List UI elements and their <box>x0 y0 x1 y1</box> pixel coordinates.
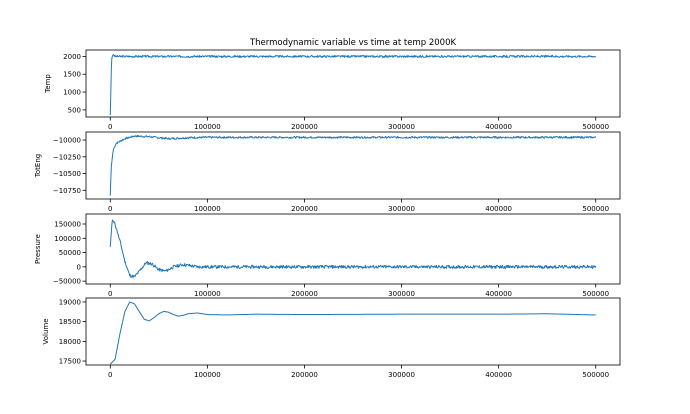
y-tick-label: −10000 <box>53 137 81 145</box>
axes-frame <box>85 213 621 285</box>
y-tick-label: 50000 <box>59 249 81 257</box>
y-axis-label: Volume <box>42 318 50 344</box>
x-tick-label: 400000 <box>485 290 512 298</box>
x-tick-label: 300000 <box>388 290 415 298</box>
panel-volume: 0 100000 200000 300000 400000 500000 17500 1800… <box>42 297 621 379</box>
y-tick-label: 500 <box>68 106 81 114</box>
y-tick-label: −50000 <box>53 278 81 286</box>
y-axis-label: Temp <box>44 74 52 94</box>
x-tick-label: 400000 <box>485 123 512 131</box>
x-tick-label: 500000 <box>582 290 609 298</box>
series-line-temp <box>109 54 597 116</box>
x-tick-label: 300000 <box>388 371 415 379</box>
x-tick-label: 200000 <box>291 371 318 379</box>
y-tick-label: 150000 <box>54 221 81 229</box>
y-tick-label: 1500 <box>63 71 81 79</box>
x-tick-label: 200000 <box>291 290 318 298</box>
x-tick-label: 0 <box>108 205 112 213</box>
x-tick-label: 0 <box>108 371 112 379</box>
x-tick-label: 500000 <box>582 205 609 213</box>
series-line-pressure <box>109 219 597 279</box>
axes-frame <box>85 297 621 366</box>
y-tick-label: −10500 <box>53 170 81 178</box>
y-tick-label: 18500 <box>59 318 81 326</box>
x-tick-label: 300000 <box>388 205 415 213</box>
y-tick-label: 100000 <box>54 235 81 243</box>
panel-pressure: 0 100000 200000 300000 400000 500000 −50000 0 50… <box>34 213 621 298</box>
y-tick-label: −10750 <box>53 187 81 195</box>
axes-frame <box>85 49 621 118</box>
x-tick-label: 500000 <box>582 123 609 131</box>
x-tick-label: 400000 <box>485 205 512 213</box>
y-tick-label: −10250 <box>53 153 81 161</box>
x-tick-label: 100000 <box>194 205 221 213</box>
x-tick-label: 0 <box>108 123 112 131</box>
y-axis-label: Pressure <box>34 234 42 264</box>
x-tick-label: 200000 <box>291 123 318 131</box>
axes-frame <box>85 131 621 200</box>
y-axis-label: TotEng <box>34 154 42 178</box>
y-tick-label: 2000 <box>63 53 81 61</box>
x-tick-label: 100000 <box>194 290 221 298</box>
x-tick-label: 300000 <box>388 123 415 131</box>
y-tick-label: 19000 <box>59 298 81 306</box>
x-tick-label: 100000 <box>194 123 221 131</box>
x-tick-label: 500000 <box>582 371 609 379</box>
y-tick-label: 1000 <box>63 89 81 97</box>
series-line-toteng <box>109 134 597 196</box>
y-tick-label: 18000 <box>59 338 81 346</box>
panel-toteng: 0 100000 200000 300000 400000 500000 −10750 −10… <box>34 131 621 213</box>
y-tick-label: 0 <box>77 263 81 271</box>
x-tick-label: 200000 <box>291 205 318 213</box>
chart-title: Thermodynamic variable vs time at temp 2… <box>249 38 457 48</box>
x-tick-label: 100000 <box>194 371 221 379</box>
x-tick-label: 0 <box>108 290 112 298</box>
x-tick-label: 400000 <box>485 371 512 379</box>
y-tick-label: 17500 <box>59 358 81 366</box>
panel-temp: 0 100000 200000 300000 400000 500000 500 1000 15… <box>44 49 621 131</box>
series-line-volume <box>109 301 596 365</box>
